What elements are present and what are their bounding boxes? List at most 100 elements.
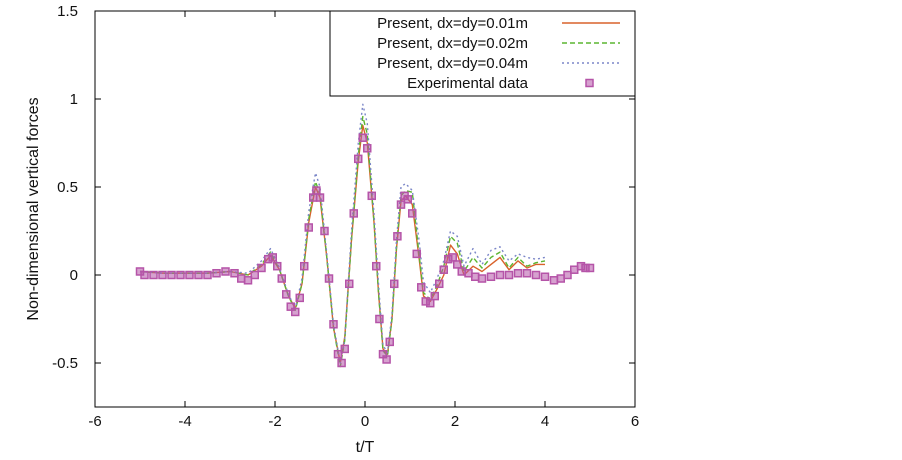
data-point	[295, 293, 304, 303]
data-point	[435, 279, 444, 289]
legend: Present, dx=dy=0.01m Present, dx=dy=0.02m…	[329, 10, 636, 97]
x-tick-label: 6	[631, 413, 639, 430]
data-point	[486, 272, 496, 282]
series-layer	[135, 103, 595, 368]
data-point	[300, 261, 309, 271]
x-tick-label: -2	[268, 413, 281, 430]
data-point	[408, 209, 417, 218]
legend-label: Present, dx=dy=0.01m	[377, 15, 528, 32]
x-tick-label: -4	[178, 413, 191, 430]
data-point	[385, 337, 394, 347]
data-point	[243, 276, 253, 285]
x-tick-label: -6	[88, 413, 101, 430]
data-point	[304, 223, 313, 232]
data-point	[426, 298, 435, 308]
data-point	[570, 265, 579, 274]
data-point	[203, 270, 212, 280]
data-point	[522, 268, 532, 278]
data-point	[417, 283, 426, 292]
data-point	[140, 270, 149, 280]
data-point	[324, 274, 334, 283]
series-line-3	[139, 103, 546, 364]
data-point	[540, 272, 550, 282]
data-point	[273, 261, 282, 271]
data-point	[221, 267, 230, 276]
data-point	[504, 270, 514, 280]
data-point	[230, 268, 239, 278]
x-tick-label: 2	[451, 413, 459, 430]
data-point	[349, 209, 358, 218]
data-point	[320, 226, 329, 236]
data-point	[396, 200, 406, 209]
data-point	[495, 270, 505, 280]
data-point	[363, 144, 372, 153]
data-point	[367, 191, 376, 201]
data-point	[268, 253, 277, 262]
data-point	[312, 186, 321, 195]
data-point	[464, 268, 473, 278]
data-point	[194, 270, 203, 280]
data-point	[531, 270, 541, 280]
data-point	[309, 193, 318, 202]
data-point	[340, 344, 349, 354]
data-point	[549, 276, 559, 285]
data-point	[286, 302, 295, 311]
data-point	[167, 270, 176, 280]
legend-label: Experimental data	[407, 75, 529, 92]
data-point	[277, 274, 286, 283]
data-point	[315, 193, 325, 202]
legend-box	[329, 10, 636, 97]
y-tick-label: 1	[70, 91, 78, 108]
data-point	[430, 291, 439, 301]
data-point	[250, 270, 259, 280]
data-point	[176, 270, 185, 280]
data-point	[563, 270, 572, 280]
data-point	[439, 265, 448, 274]
data-point	[257, 263, 266, 273]
data-point	[448, 253, 457, 262]
data-point	[291, 307, 300, 317]
series-line-1	[139, 124, 545, 364]
data-point	[477, 274, 487, 283]
data-point	[237, 274, 246, 283]
data-point	[185, 270, 194, 280]
data-point	[403, 195, 412, 204]
data-point	[585, 263, 595, 273]
y-tick-label: 1.5	[57, 3, 78, 20]
y-tick-label: 0.5	[57, 179, 78, 196]
data-point	[354, 154, 363, 164]
legend-marker	[585, 78, 594, 88]
data-point	[375, 314, 384, 324]
y-axis-title: Non-dimensional vertical forces	[25, 97, 42, 320]
series-experimental-markers	[135, 133, 595, 368]
data-point	[212, 268, 221, 278]
x-tick-label: 0	[361, 413, 369, 430]
data-point	[345, 279, 354, 289]
data-point	[513, 268, 523, 278]
data-point	[457, 267, 466, 276]
y-tick-label: 0	[70, 267, 78, 284]
data-point	[337, 358, 346, 368]
legend-label: Present, dx=dy=0.04m	[377, 55, 528, 72]
y-tick-label: -0.5	[52, 355, 78, 372]
data-point	[412, 249, 421, 259]
x-tick-label: 4	[541, 413, 549, 430]
tick-labels: -6 -4 -2 0 2 4 6 -0.5 0 0.5 1 1.5	[52, 3, 639, 430]
data-point	[329, 320, 338, 329]
data-point	[282, 290, 291, 299]
data-point	[158, 270, 167, 280]
series-line-2	[139, 115, 546, 368]
data-point	[471, 272, 480, 282]
data-point	[393, 232, 402, 241]
data-point	[149, 270, 158, 280]
data-point	[453, 260, 462, 269]
data-point	[372, 261, 381, 271]
legend-label: Present, dx=dy=0.02m	[377, 35, 528, 52]
data-point	[358, 133, 367, 142]
data-point	[382, 355, 391, 364]
data-point	[333, 349, 343, 359]
data-point	[556, 274, 565, 283]
data-point	[390, 279, 399, 289]
x-axis-title: t/T	[356, 439, 375, 456]
